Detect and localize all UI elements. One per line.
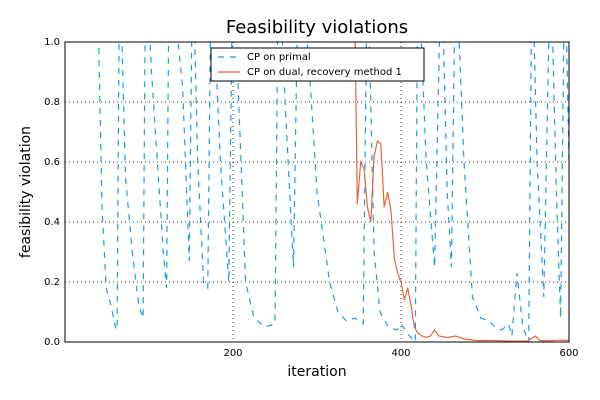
x-tick-label: 600: [559, 348, 578, 359]
series-line: [354, 42, 569, 342]
y-tick-label: 1.0: [44, 37, 60, 48]
y-tick-label: 0.8: [44, 97, 60, 108]
x-tick-label: 400: [391, 348, 410, 359]
legend-box: [210, 47, 425, 82]
y-tick-label: 0.6: [44, 157, 60, 168]
legend-label: CP on dual, recovery method 1: [247, 67, 402, 78]
x-tick-label: 200: [223, 348, 242, 359]
x-axis-label: iteration: [287, 364, 346, 380]
y-tick-label: 0.0: [44, 337, 60, 348]
y-tick-label: 0.2: [44, 277, 60, 288]
series-line: [98, 42, 569, 342]
y-tick-label: 0.4: [44, 217, 60, 228]
y-axis-label: feasibility violation: [18, 126, 34, 258]
legend-label: CP on primal: [247, 52, 311, 63]
legend: CP on primal CP on dual, recovery method …: [210, 47, 425, 82]
chart-title: Feasibility violations: [226, 17, 408, 38]
plot-frame: [64, 41, 570, 343]
plot-area: [98, 42, 569, 342]
